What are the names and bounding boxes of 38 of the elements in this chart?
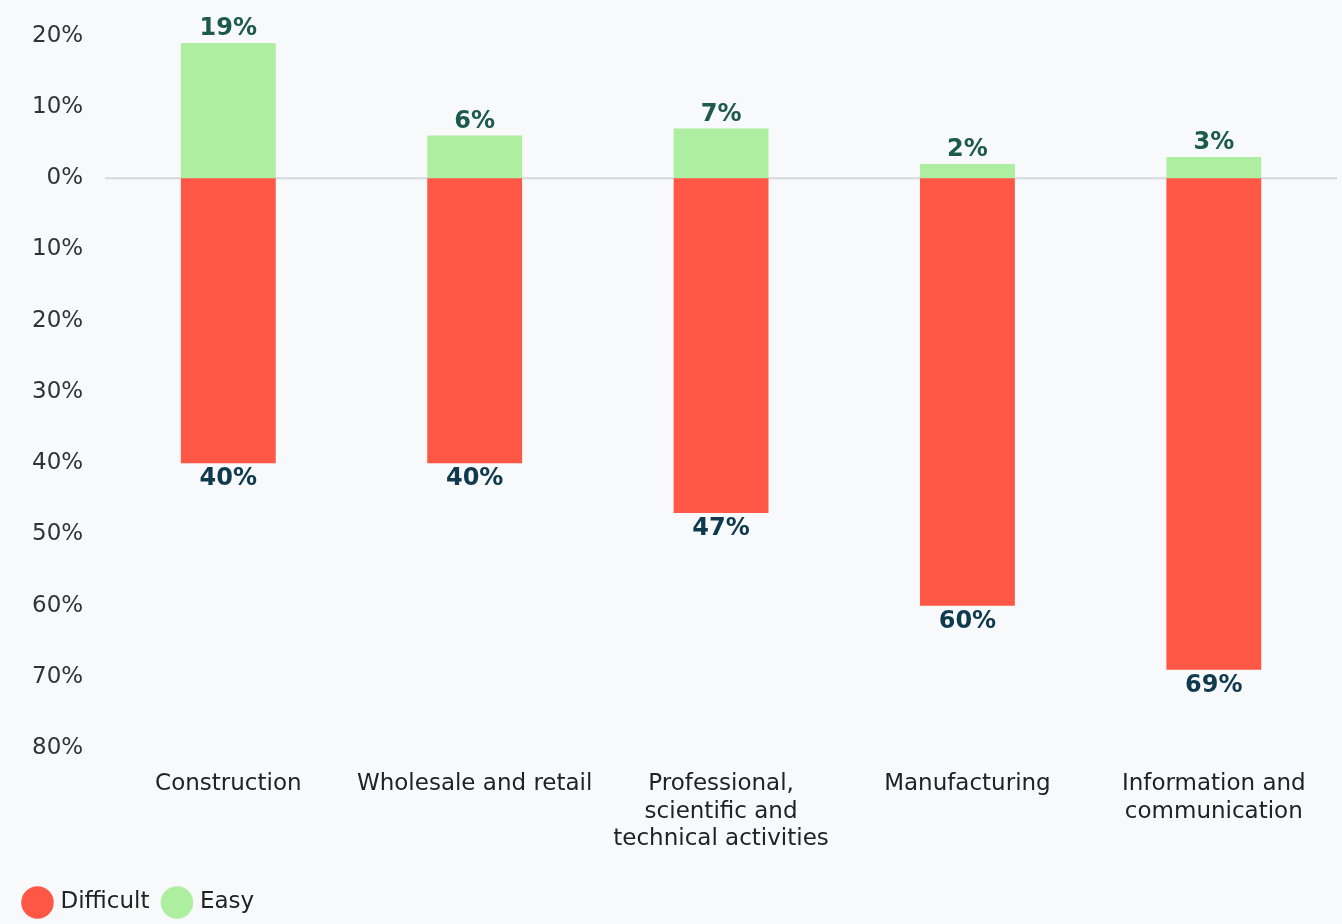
data-label: 6% (454, 105, 496, 134)
annotation: 40% (445, 463, 504, 492)
bar (427, 135, 523, 179)
y-tick-label: 20% (32, 305, 84, 332)
bar (920, 178, 1015, 606)
y-tick-label: 10% (32, 92, 84, 119)
y-tick-label: 50% (32, 519, 84, 546)
data-label: 7% (700, 98, 742, 127)
data-label: 19% (199, 13, 258, 42)
bar (180, 178, 276, 464)
data-label: 2% (947, 134, 988, 163)
y-tick-label: 80% (32, 733, 84, 760)
y-tick-label: 30% (32, 376, 84, 403)
legend-label: Difficult (60, 887, 150, 914)
x-tick-label: Manufacturing (884, 768, 1051, 795)
y-tick-label: 70% (32, 661, 84, 688)
x-tick-label: Professional, scientific and technical activities (613, 768, 829, 851)
bar (427, 178, 523, 464)
annotation: 47% (692, 513, 750, 542)
x-tick-label: Construction (155, 768, 302, 795)
bar (1166, 178, 1262, 670)
x-tick-label: Wholesale and retail (356, 768, 593, 795)
annotation: 40% (199, 463, 258, 492)
data-label: 3% (1193, 127, 1235, 156)
bar (180, 42, 276, 179)
y-tick-label: 60% (32, 590, 84, 617)
y-tick-label: 10% (32, 234, 84, 261)
legend-label: Easy (199, 887, 255, 914)
annotation: 69% (1185, 670, 1243, 699)
x-tick-label: Information and communication (1121, 768, 1306, 823)
y-tick-label: 20% (32, 20, 84, 47)
bar (920, 164, 1015, 179)
bar (1166, 156, 1262, 179)
y-tick-label: 0% (46, 163, 84, 190)
bar (673, 128, 769, 179)
y-tick-label: 40% (32, 448, 84, 475)
annotation: 60% (938, 605, 997, 634)
bar (673, 178, 769, 514)
